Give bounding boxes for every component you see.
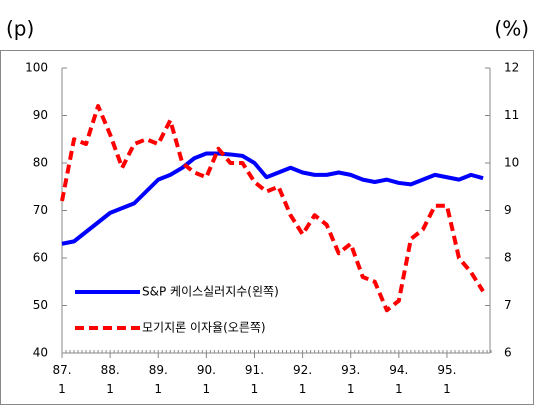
y2-tick-label: 7 xyxy=(504,298,512,312)
x-tick-label: 87. 1 xyxy=(52,363,72,396)
y-tick-label: 100 xyxy=(25,61,48,75)
x-tick-label: 95. 1 xyxy=(437,363,457,396)
y2-tick-label: 11 xyxy=(504,108,519,122)
y2-tick-label: 8 xyxy=(504,251,512,265)
x-tick-label: 89. 1 xyxy=(148,363,168,396)
x-tick-label: 90. 1 xyxy=(196,363,216,396)
y2-tick-label: 12 xyxy=(504,61,519,75)
y2-tick-label: 10 xyxy=(504,156,519,170)
data-line xyxy=(61,151,484,246)
y-tick-label: 80 xyxy=(33,156,48,170)
x-tick-label: 91. 1 xyxy=(244,363,265,396)
x-tick-label: 88. 1 xyxy=(100,363,120,396)
y2-tick-label: 6 xyxy=(504,346,512,360)
data-line xyxy=(60,104,485,313)
y-axis-label: (p) xyxy=(6,17,34,41)
plot-area xyxy=(62,68,490,353)
y-tick-label: 40 xyxy=(33,346,48,360)
y-tick-label: 70 xyxy=(33,203,48,217)
y-tick-label: 60 xyxy=(33,251,48,265)
y2-axis-label: (%) xyxy=(494,17,529,41)
frame xyxy=(0,50,534,405)
x-tick-label: 93. 1 xyxy=(341,363,361,396)
x-tick-label: 94. 1 xyxy=(389,363,409,396)
legend-label: S&P 케이스실러지수(왼쪽) xyxy=(142,285,279,299)
y2-tick-label: 9 xyxy=(504,203,512,217)
y-tick-label: 90 xyxy=(33,108,48,122)
legend-label: 모기지론 이자율(오른쪽) xyxy=(142,321,266,335)
x-tick-label: 92. 1 xyxy=(293,363,313,396)
y-tick-label: 50 xyxy=(33,298,48,312)
